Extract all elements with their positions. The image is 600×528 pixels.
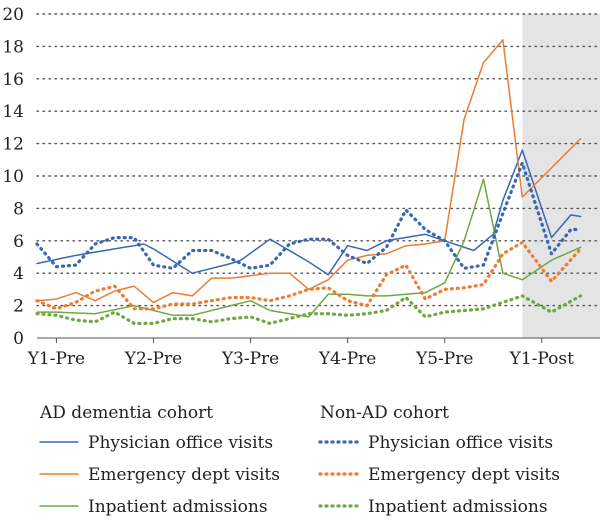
x-axis-ticks: Y1-Pre Y2-Pre Y3-Pre Y4-Pre Y5-Pre Y1-Post	[27, 338, 574, 369]
legend-group-title: Non-AD cohort	[320, 403, 449, 423]
legend-item-label: Physician office visits	[368, 433, 553, 453]
x-tick-label: Y1-Post	[509, 349, 574, 369]
series-line-2	[36, 39, 582, 304]
y-tick-label: 2	[13, 297, 24, 317]
x-tick-label: Y2-Pre	[124, 349, 182, 369]
y-tick-label: 0	[13, 329, 24, 349]
gridlines	[36, 13, 600, 307]
y-tick-label: 16	[2, 70, 24, 90]
y-tick-label: 8	[13, 199, 24, 219]
series-line-1	[36, 149, 582, 276]
series-line-5	[35, 240, 583, 311]
y-tick-label: 20	[2, 5, 24, 25]
y-tick-label: 12	[2, 135, 24, 155]
legend: AD dementia cohort Physician office visit…	[39, 403, 560, 517]
x-tick-label: Y4-Pre	[318, 349, 376, 369]
x-tick-label: Y3-Pre	[221, 349, 279, 369]
legend-item-label: Emergency dept visits	[368, 465, 560, 485]
series-line-4	[35, 161, 583, 270]
legend-item-label: Inpatient admissions	[368, 497, 548, 517]
y-tick-label: 6	[13, 232, 24, 252]
y-axis-ticks: 0 2 4 6 8 10 12 14 16 18 20	[2, 5, 24, 349]
legend-group-title: AD dementia cohort	[39, 403, 213, 423]
y-tick-label: 14	[2, 102, 24, 122]
y-tick-label: 4	[13, 264, 24, 284]
y-tick-label: 10	[2, 167, 24, 187]
y-tick-label: 18	[2, 37, 24, 57]
series-lines	[35, 39, 583, 325]
legend-item-label: Physician office visits	[88, 433, 273, 453]
series-line-6	[35, 294, 583, 325]
x-tick-label: Y1-Pre	[27, 349, 85, 369]
legend-item-label: Emergency dept visits	[88, 465, 280, 485]
x-tick-label: Y5-Pre	[415, 349, 473, 369]
legend-item-label: Inpatient admissions	[88, 497, 268, 517]
